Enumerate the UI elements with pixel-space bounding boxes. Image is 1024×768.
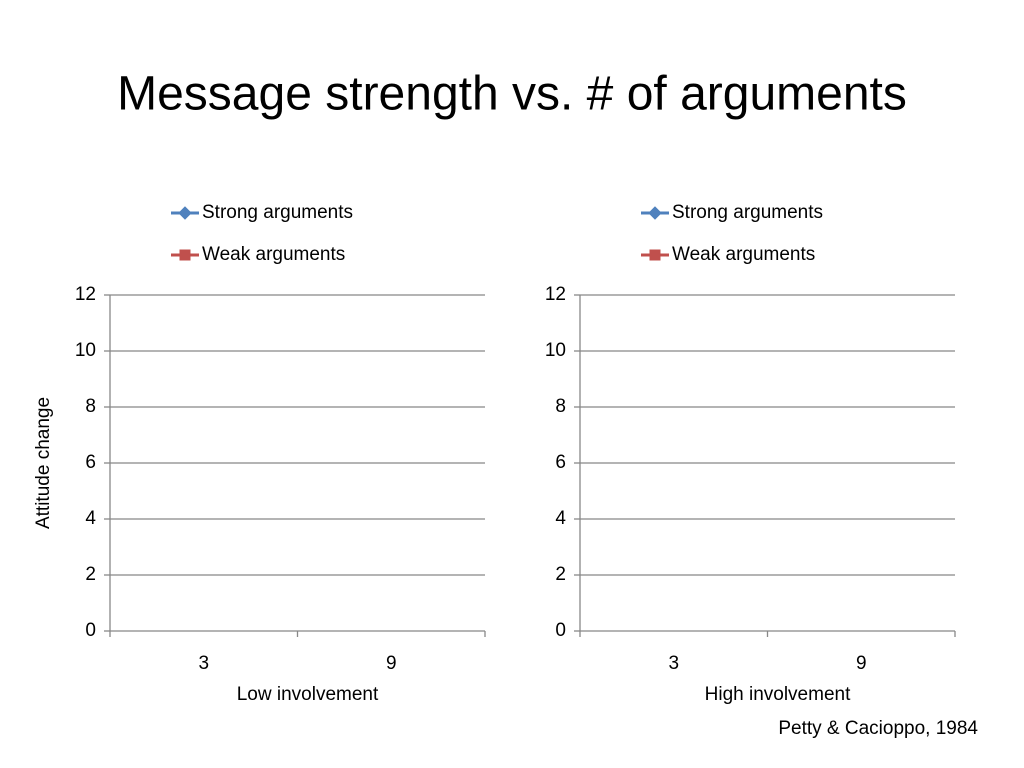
legend-label: Strong arguments (202, 202, 353, 223)
y-tick-label: 12 (75, 284, 96, 305)
y-tick-label: 2 (555, 564, 566, 585)
legend-marker (649, 249, 661, 261)
y-axis-label: Attitude change (33, 397, 54, 529)
y-tick-label: 6 (85, 452, 96, 473)
y-tick-label: 10 (545, 340, 566, 361)
y-tick-label: 0 (85, 620, 96, 641)
x-tick-label: 9 (386, 653, 397, 674)
x-axis-label: Low involvement (237, 684, 379, 705)
legend-marker (179, 249, 191, 261)
x-axis-label: High involvement (705, 684, 851, 705)
y-tick-label: 10 (75, 340, 96, 361)
x-tick-label: 9 (856, 653, 867, 674)
slide-title: Message strength vs. # of arguments (117, 68, 907, 121)
y-tick-label: 8 (555, 396, 566, 417)
legend-label: Weak arguments (202, 244, 345, 265)
legend-label: Strong arguments (672, 202, 823, 223)
y-tick-label: 8 (85, 396, 96, 417)
y-tick-label: 4 (85, 508, 96, 529)
x-tick-label: 3 (668, 653, 679, 674)
legend-marker (178, 206, 192, 220)
y-tick-label: 4 (555, 508, 566, 529)
y-tick-label: 6 (555, 452, 566, 473)
legend-label: Weak arguments (672, 244, 815, 265)
y-tick-label: 0 (555, 620, 566, 641)
x-tick-label: 3 (198, 653, 209, 674)
y-tick-label: 2 (85, 564, 96, 585)
y-tick-label: 12 (545, 284, 566, 305)
legend-marker (648, 206, 662, 220)
citation: Petty & Cacioppo, 1984 (778, 718, 978, 739)
